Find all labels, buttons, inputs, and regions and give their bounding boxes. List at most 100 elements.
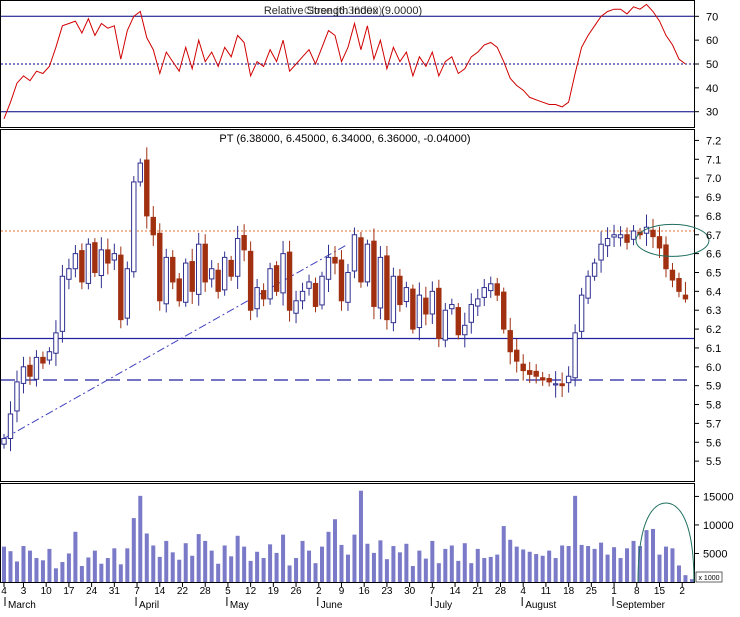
volume-bar-20 (131, 518, 136, 582)
volume-bar-35 (229, 556, 234, 582)
candle-body-75 (488, 283, 494, 292)
volume-bar-40 (261, 558, 266, 582)
candle-body-20 (131, 181, 137, 273)
volume-bar-100 (651, 528, 655, 582)
candle-body-24 (157, 232, 163, 302)
candle-body-69 (449, 304, 455, 310)
x-day-label-14: 2 (316, 586, 322, 597)
volume-bar-55 (358, 490, 363, 582)
candle-body-3 (20, 366, 27, 384)
volume-bar-18 (118, 564, 123, 582)
candle-body-38 (247, 250, 254, 311)
volume-bar-72 (469, 563, 474, 582)
volume-bars (2, 490, 694, 582)
price-tick-label-11: 6.6 (706, 249, 721, 261)
candle-body-39 (254, 287, 260, 310)
volume-bar-56 (365, 543, 370, 582)
volume-bar-42 (274, 552, 279, 582)
x-day-label-4: 24 (86, 586, 98, 597)
volume-bar-103 (670, 548, 675, 582)
candle-body-61 (397, 275, 403, 306)
price-tick-label-16: 7.1 (706, 154, 721, 166)
volume-bar-96 (625, 548, 630, 582)
candle-body-11 (72, 253, 79, 270)
candle-body-45 (293, 300, 299, 314)
price-tick-label-9: 6.4 (706, 286, 721, 298)
candle-body-77 (501, 291, 507, 330)
volume-bar-11 (73, 531, 78, 582)
price-tick-label-2: 5.7 (706, 418, 721, 430)
volume-bar-60 (391, 546, 396, 582)
volume-bar-73 (475, 548, 480, 582)
volume-bar-9 (60, 562, 65, 582)
candle-body-92 (598, 243, 604, 261)
candle-body-22 (144, 159, 150, 217)
price-tick-label-7: 6.2 (706, 324, 721, 336)
candle-body-30 (196, 243, 202, 295)
x-day-label-16: 16 (359, 586, 371, 597)
volume-bar-50 (326, 531, 331, 582)
x-day-label-24: 11 (541, 586, 552, 597)
candle-body-74 (481, 287, 487, 298)
volume-bar-21 (138, 495, 143, 582)
volume-bar-45 (294, 558, 299, 582)
volume-tick-label-2: 15000 (703, 491, 734, 503)
candle-body-49 (319, 275, 325, 306)
candle-body-37 (241, 235, 247, 251)
candle-body-95 (617, 234, 624, 239)
candle-body-4 (27, 364, 33, 377)
candle-body-25 (163, 256, 169, 305)
candle-body-9 (59, 275, 66, 332)
volume-bar-29 (190, 555, 195, 582)
volume-bar-17 (112, 548, 117, 582)
volume-bar-26 (170, 552, 175, 582)
price-tick-label-0: 5.5 (706, 456, 721, 468)
volume-bar-59 (384, 559, 389, 582)
volume-bar-44 (287, 565, 292, 582)
volume-bar-66 (430, 540, 435, 582)
x-day-label-30: 2 (679, 586, 685, 597)
candle-body-36 (234, 238, 241, 277)
candle-body-103 (669, 269, 676, 281)
volume-bar-49 (320, 546, 325, 582)
candle-body-15 (98, 249, 105, 277)
candle-body-85 (552, 383, 559, 386)
candle-body-68 (442, 309, 449, 341)
volume-bar-36 (235, 535, 240, 582)
volume-bar-6 (40, 560, 45, 582)
x-day-label-13: 26 (290, 586, 302, 597)
volume-bar-84 (547, 550, 552, 582)
x-day-label-29: 15 (654, 586, 666, 597)
volume-bar-41 (268, 544, 273, 582)
volume-bar-1 (8, 551, 13, 582)
candle-body-1 (7, 413, 14, 439)
x-day-label-25: 18 (563, 586, 575, 597)
rsi-tick-label-0: 30 (706, 107, 718, 119)
volume-bar-15 (99, 563, 104, 582)
candle-body-48 (312, 282, 319, 307)
candle-body-7 (46, 351, 53, 361)
volume-bar-16 (105, 558, 110, 582)
candle-body-58 (377, 256, 384, 309)
x-day-label-8: 22 (177, 586, 189, 597)
candle-body-52 (338, 259, 345, 302)
volume-bar-64 (417, 550, 422, 582)
candle-body-40 (260, 290, 267, 300)
candle-body-60 (390, 275, 397, 324)
volume-bar-22 (144, 533, 149, 582)
candle-body-8 (53, 332, 59, 354)
volume-bar-65 (423, 558, 428, 582)
volume-bar-106 (689, 579, 694, 582)
candle-body-84 (546, 378, 552, 383)
x-day-label-28: 8 (634, 586, 640, 597)
candle-body-81 (526, 370, 533, 375)
candle-body-29 (189, 261, 195, 292)
volume-bar-7 (47, 548, 52, 582)
rsi-tick-label-2: 50 (706, 59, 718, 71)
candle-body-82 (533, 370, 539, 377)
rsi-overlay-title: Close (6.36000) (304, 5, 382, 17)
volume-bar-14 (92, 550, 97, 582)
candle-body-14 (92, 242, 98, 273)
candle-body-93 (604, 238, 611, 247)
volume-bar-38 (248, 560, 253, 582)
